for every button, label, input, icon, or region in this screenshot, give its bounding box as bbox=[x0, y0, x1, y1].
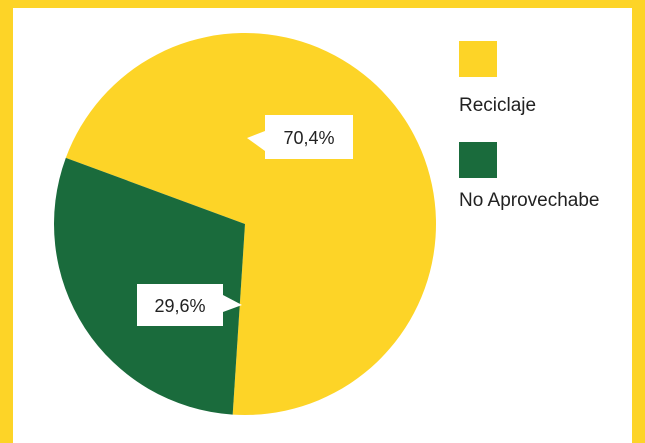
legend-label-no-aprovechabe: No Aprovechabe bbox=[459, 190, 600, 211]
legend-label-reciclaje: Reciclaje bbox=[459, 95, 537, 116]
legend-swatch-no-aprovechabe bbox=[459, 142, 497, 178]
data-label-reciclaje: 70,4% bbox=[283, 128, 334, 148]
data-label-no-aprovechabe: 29,6% bbox=[154, 296, 205, 316]
pie-slices bbox=[54, 32, 437, 415]
legend-swatch-reciclaje bbox=[459, 41, 497, 77]
data-label-no-aprovechabe-callout: 29,6% bbox=[137, 284, 242, 326]
data-label-reciclaje-callout: 70,4% bbox=[247, 115, 353, 159]
